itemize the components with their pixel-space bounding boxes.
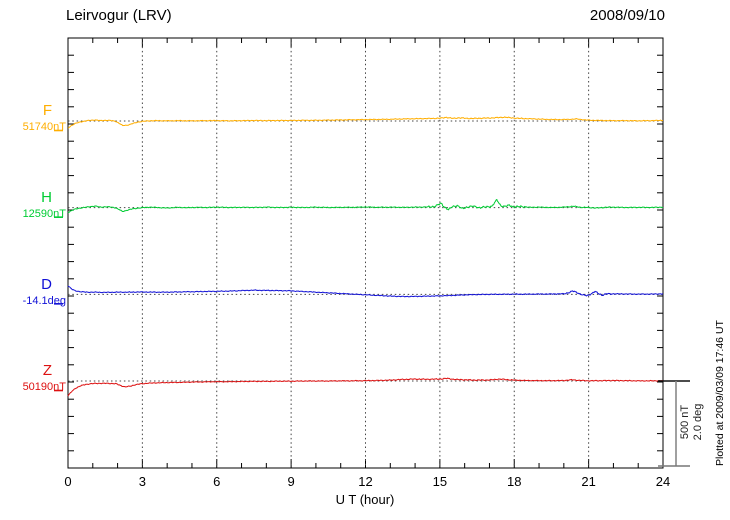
- trace-D: [67, 285, 664, 298]
- trace-label-H: H 12590nT: [0, 190, 66, 220]
- date-label: 2008/09/10: [589, 7, 665, 24]
- trace-letter-H: H: [41, 189, 52, 206]
- scalebar-deg-label: 2.0 deg: [692, 403, 704, 441]
- x-tick-label: 24: [655, 474, 671, 489]
- x-tick-label: 15: [432, 474, 448, 489]
- trace-reference-F: 51740nT: [22, 121, 66, 133]
- x-tick-label: 6: [213, 474, 221, 489]
- plotted-at-note: Plotted at 2009/03/09 17:46 UT: [714, 320, 726, 466]
- x-axis-title: U T (hour): [335, 492, 395, 507]
- trace-Z: [67, 377, 664, 397]
- trace-label-D: D -14.1deg: [0, 277, 66, 307]
- page-title: Leirvogur (LRV): [66, 7, 172, 24]
- x-tick-label: 3: [138, 474, 146, 489]
- trace-reference-H: 12590nT: [22, 208, 66, 220]
- trace-reference-Z: 50190nT: [22, 381, 66, 393]
- trace-label-F: F 51740nT: [0, 103, 66, 133]
- x-tick-label: 21: [581, 474, 596, 489]
- x-tick-label: 9: [287, 474, 295, 489]
- trace-label-Z: Z 50190nT: [0, 363, 66, 393]
- scalebar-nt-label: 500 nT: [679, 404, 691, 440]
- scalebar-labels: 500 nT 2.0 deg: [679, 392, 705, 452]
- x-tick-label: 12: [358, 474, 373, 489]
- x-tick-label: 0: [64, 474, 72, 489]
- trace-H: [67, 199, 664, 214]
- x-axis-tick-labels: 0 3 6 9 12 15 18 21 24: [0, 474, 730, 490]
- trace-letter-F: F: [42, 102, 52, 119]
- trace-letter-D: D: [41, 276, 52, 293]
- x-tick-label: 18: [507, 474, 522, 489]
- trace-reference-D: -14.1deg: [22, 295, 66, 307]
- trace-F: [67, 116, 664, 129]
- trace-letter-Z: Z: [42, 362, 52, 379]
